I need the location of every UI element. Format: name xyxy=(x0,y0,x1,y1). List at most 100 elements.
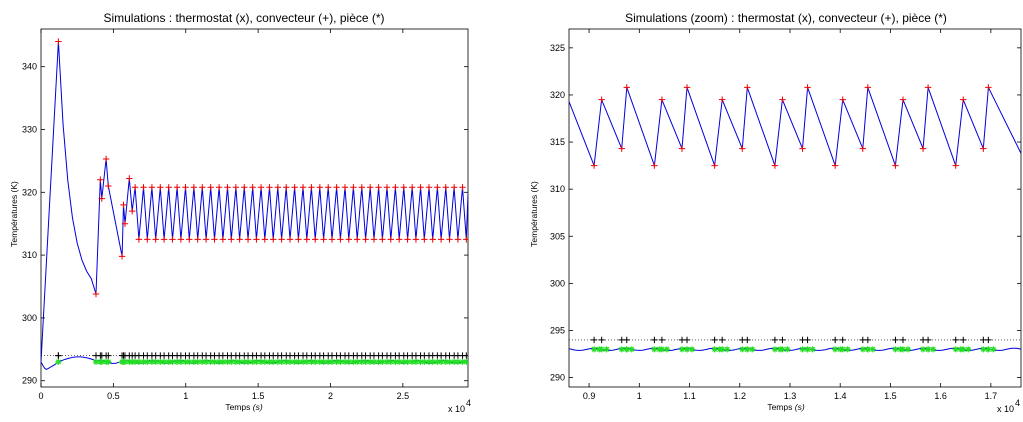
chart-left-piece-marker xyxy=(274,358,281,365)
chart-right-piece-marker xyxy=(663,346,670,353)
chart-left-piece-marker xyxy=(203,358,210,365)
chart-right-convecteur-marker xyxy=(804,84,811,91)
chart-right-piece-marker xyxy=(618,346,625,353)
chart-left-piece-marker xyxy=(446,358,453,365)
chart-right-piece-marker xyxy=(591,346,598,353)
chart-left-convecteur-marker xyxy=(295,236,302,243)
chart-right-piece-marker xyxy=(784,346,791,353)
chart-left-convecteur-marker xyxy=(194,236,201,243)
chart-left-convecteur-marker xyxy=(257,184,265,191)
chart-left-piece-marker xyxy=(174,358,181,365)
chart-right-convecteur-marker xyxy=(744,84,751,91)
chart-left-piece-marker xyxy=(253,358,260,365)
chart-left-convecteur-marker xyxy=(182,184,189,191)
chart-left-piece-marker xyxy=(375,358,382,365)
chart-left-convecteur-marker xyxy=(118,253,126,260)
chart-right-y-tick-label: 295 xyxy=(550,325,565,335)
chart-left-convecteur-marker xyxy=(261,236,269,243)
chart-right-convecteur-marker xyxy=(899,96,907,103)
chart-right-x-tick-label: 1.7 xyxy=(985,391,998,401)
chart-left-piece-marker xyxy=(459,358,466,365)
chart-right-piece-marker xyxy=(771,346,778,353)
chart-left-piece-marker xyxy=(316,358,323,365)
chart-right-convecteur-marker xyxy=(892,162,899,169)
chart-right-piece-marker xyxy=(679,346,685,353)
chart-right-convecteur-marker xyxy=(598,96,605,103)
chart-left-convecteur-marker xyxy=(199,184,206,191)
chart-left-convecteur-marker xyxy=(286,236,294,243)
chart-left-piece-marker xyxy=(241,358,248,365)
chart-right-thermostat-marker xyxy=(651,336,658,344)
chart-left-y-tick-label: 320 xyxy=(22,187,37,197)
chart-right-piece-marker xyxy=(980,346,987,353)
chart-left-piece-marker xyxy=(429,358,436,365)
chart-left-convecteur-marker xyxy=(152,236,159,243)
chart-left-convecteur-marker xyxy=(328,236,336,243)
chart-left-xlabel-main: Temps xyxy=(225,402,252,412)
chart-right-plot-frame xyxy=(568,28,1022,388)
chart-left-y-tick-label: 310 xyxy=(22,250,37,260)
chart-left-convecteur-marker xyxy=(387,236,394,243)
chart-left-piece-marker xyxy=(270,358,277,365)
chart-left-convecteur-marker xyxy=(105,182,112,190)
chart-left-piece-marker xyxy=(161,358,168,365)
chart-right-convecteur-marker xyxy=(739,145,746,152)
chart-left-piece-marker xyxy=(182,358,189,365)
chart-left-convecteur-marker xyxy=(128,207,136,215)
chart-right-piece-marker xyxy=(799,346,806,353)
chart-right-thermostat-marker xyxy=(658,336,666,344)
chart-right-thermostat-marker xyxy=(711,336,718,344)
chart-right-thermostat-marker xyxy=(744,336,751,344)
chart-left-piece-marker xyxy=(98,358,105,365)
chart-left-convecteur-marker xyxy=(341,184,349,191)
chart-left-y-tick-label: 290 xyxy=(22,376,37,386)
chart-right-piece-marker xyxy=(864,346,871,353)
chart-right-x-multiplier: x 10 xyxy=(997,404,1014,414)
chart-left-convecteur-marker xyxy=(190,184,198,191)
chart-right-piece-marker xyxy=(651,346,658,353)
chart-left-convecteur-marker xyxy=(97,176,104,183)
chart-left-convecteur-marker xyxy=(177,236,185,243)
chart-left-piece-marker xyxy=(261,358,268,365)
chart-left-convecteur-marker xyxy=(173,184,181,191)
chart-left-convecteur-marker xyxy=(375,184,382,191)
chart-right-piece-marker xyxy=(739,346,746,353)
chart-left-convecteur-marker xyxy=(274,184,282,191)
chart-left-convecteur-marker xyxy=(370,236,378,243)
chart-left-piece-marker xyxy=(358,358,365,365)
chart-left-convecteur-marker xyxy=(459,184,466,191)
chart-right-piece-line xyxy=(569,347,1021,351)
chart-right-x-tick-label: 1.6 xyxy=(934,391,947,401)
chart-left-piece-marker xyxy=(337,358,344,365)
chart-left-convecteur-marker xyxy=(186,236,193,243)
chart-left-plot-frame xyxy=(40,28,469,388)
chart-left-x-multiplier: x 10 xyxy=(448,404,465,414)
chart-right-convecteur-marker xyxy=(859,145,866,152)
chart-left-convecteur-marker xyxy=(140,184,147,191)
chart-right-piece-marker xyxy=(749,346,756,353)
chart-left-thermostat-marker xyxy=(463,352,468,359)
chart-left-xlabel: Temps (s) xyxy=(225,402,262,412)
chart-left-x-multiplier-exp: 4 xyxy=(466,398,471,408)
chart-left-convecteur-marker xyxy=(325,184,332,191)
chart-left-convecteur-marker xyxy=(224,184,231,191)
chart-left-piece-marker xyxy=(245,358,252,365)
chart-left-piece-marker xyxy=(211,358,218,365)
chart-left-piece-marker xyxy=(190,358,197,365)
chart-right-convecteur-marker xyxy=(952,162,959,169)
chart-right-piece-marker xyxy=(724,346,731,353)
chart-right-piece-marker xyxy=(598,346,605,353)
chart-left-convecteur-marker xyxy=(148,184,156,191)
chart-right-piece-marker xyxy=(711,346,718,353)
chart-left-piece-marker xyxy=(362,358,369,365)
chart-left-convecteur-marker xyxy=(312,236,319,243)
chart-left-x-tick-label: 2.5 xyxy=(397,391,410,401)
chart-right-convecteur-marker xyxy=(980,145,987,152)
chart-left-piece-marker xyxy=(278,358,285,365)
chart-right-x-tick-label: 1.1 xyxy=(683,391,696,401)
chart-left-thermostat-marker xyxy=(55,352,62,359)
chart-right-convecteur-line xyxy=(569,85,1021,166)
chart-right-thermostat-marker xyxy=(960,336,967,344)
chart-left-piece-marker xyxy=(333,358,340,365)
chart-left-convecteur-marker xyxy=(333,184,340,191)
